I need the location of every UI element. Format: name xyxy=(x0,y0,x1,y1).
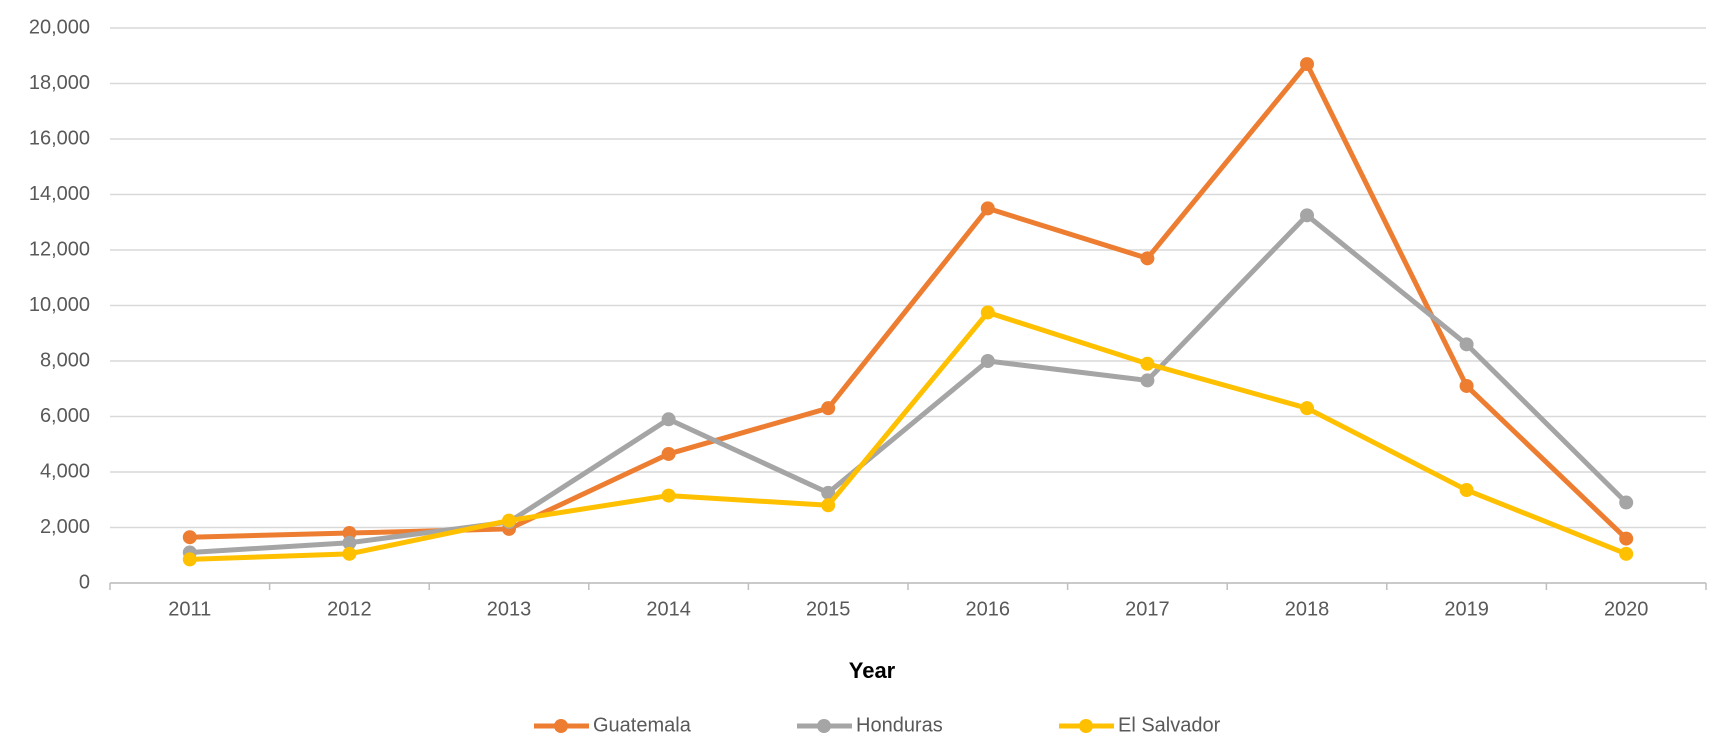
data-point xyxy=(1300,57,1314,72)
x-tick-label: 2014 xyxy=(646,598,691,620)
data-point xyxy=(661,488,676,503)
data-point xyxy=(342,526,357,541)
x-tick-label: 2013 xyxy=(487,598,532,620)
series-line xyxy=(189,212,1628,555)
y-tick-label: 2,000 xyxy=(40,516,90,538)
y-tick-label: 6,000 xyxy=(40,405,90,427)
y-tick-label: 16,000 xyxy=(29,127,90,149)
data-point xyxy=(342,535,357,550)
data-point xyxy=(342,546,357,561)
data-point xyxy=(1619,546,1634,561)
data-point xyxy=(1459,378,1474,393)
legend-label: El Salvador xyxy=(1118,714,1221,736)
data-point xyxy=(980,201,995,216)
data-point xyxy=(661,446,676,461)
data-point xyxy=(1300,208,1314,223)
y-tick-label: 0 xyxy=(79,571,90,593)
data-point xyxy=(821,485,836,500)
y-tick-label: 18,000 xyxy=(29,72,90,94)
x-tick-label: 2019 xyxy=(1444,598,1489,620)
series-line xyxy=(189,309,1628,562)
data-point xyxy=(980,354,995,368)
y-tick-label: 4,000 xyxy=(40,460,90,482)
legend-label: Guatemala xyxy=(593,714,692,736)
data-point xyxy=(502,513,516,528)
data-point xyxy=(1300,401,1314,416)
x-tick-label: 2017 xyxy=(1125,598,1170,620)
x-tick-label: 2018 xyxy=(1285,598,1330,620)
x-tick-label: 2020 xyxy=(1604,598,1649,620)
data-point xyxy=(182,530,197,545)
x-axis-label: Year xyxy=(849,658,896,683)
data-point xyxy=(1459,337,1474,352)
data-point xyxy=(661,412,676,427)
y-tick-label: 8,000 xyxy=(40,349,90,371)
y-tick-label: 10,000 xyxy=(29,294,90,316)
y-tick-label: 20,000 xyxy=(29,16,90,38)
x-tick-label: 2012 xyxy=(327,598,372,620)
data-point xyxy=(1140,373,1155,388)
x-tick-label: 2011 xyxy=(168,598,211,620)
x-tick-label: 2016 xyxy=(966,598,1011,620)
data-point xyxy=(182,552,197,567)
data-point xyxy=(980,305,995,320)
data-point xyxy=(1140,356,1155,371)
y-tick-label: 12,000 xyxy=(29,238,90,260)
x-tick-label: 2015 xyxy=(806,598,851,620)
data-point xyxy=(821,498,836,513)
legend-label: Honduras xyxy=(856,714,943,736)
data-point xyxy=(1140,251,1155,266)
data-point xyxy=(1459,483,1474,498)
data-point xyxy=(1619,495,1634,510)
legend-marker xyxy=(554,719,568,733)
legend-marker xyxy=(1079,719,1093,733)
y-tick-label: 14,000 xyxy=(29,183,90,205)
data-point xyxy=(1619,531,1634,546)
legend-marker xyxy=(817,719,831,733)
data-point xyxy=(821,401,836,416)
